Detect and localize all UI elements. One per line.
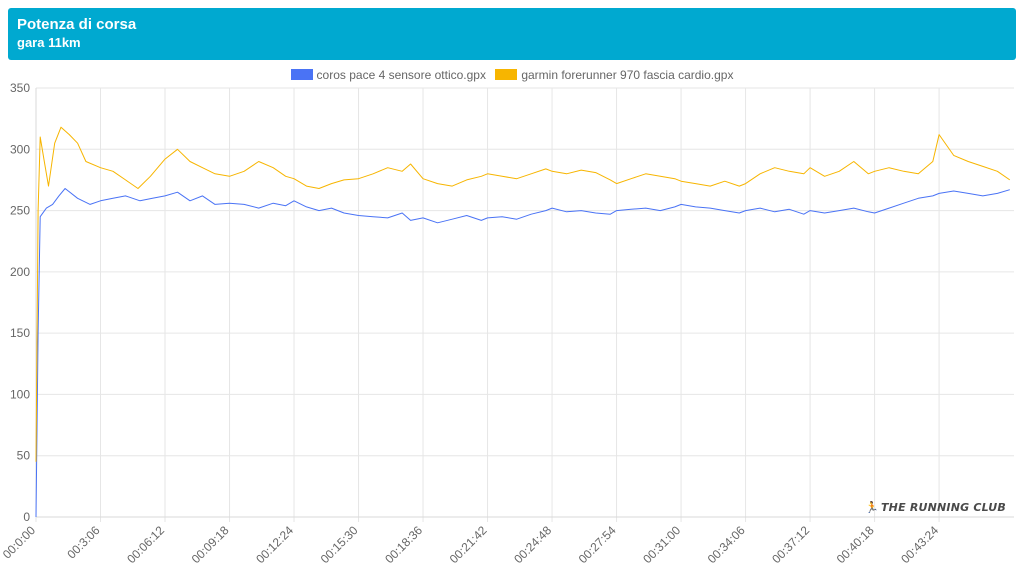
x-tick-label: 00:18:36 bbox=[382, 523, 425, 566]
runner-icon: 🏃 bbox=[865, 501, 879, 514]
x-tick-label: 00:31:00 bbox=[640, 523, 683, 566]
watermark: 🏃 THE RUNNING CLUB bbox=[865, 501, 1006, 514]
legend-swatch-garmin bbox=[495, 68, 518, 80]
y-tick-label: 0 bbox=[23, 510, 30, 524]
legend-label-garmin: garmin forerunner 970 fascia cardio.gpx bbox=[521, 67, 734, 82]
x-tick-label: 00:0:00 bbox=[0, 523, 38, 561]
x-tick-label: 00:06:12 bbox=[124, 523, 167, 566]
legend-label-coros: coros pace 4 sensore ottico.gpx bbox=[316, 67, 486, 82]
x-tick-label: 00:3:06 bbox=[64, 523, 102, 561]
legend-item-coros[interactable]: coros pace 4 sensore ottico.gpx bbox=[290, 67, 486, 83]
x-tick-label: 00:12:24 bbox=[253, 523, 296, 566]
legend-item-garmin[interactable]: garmin forerunner 970 fascia cardio.gpx bbox=[495, 67, 733, 83]
y-tick-label: 350 bbox=[10, 81, 30, 95]
y-tick-label: 250 bbox=[10, 204, 30, 218]
chart-title: Potenza di corsa bbox=[17, 16, 137, 33]
y-tick-label: 100 bbox=[10, 387, 30, 401]
x-tick-label: 00:37:12 bbox=[769, 523, 812, 566]
x-tick-label: 00:27:54 bbox=[576, 523, 619, 566]
y-tick-label: 50 bbox=[17, 449, 31, 463]
x-tick-label: 00:09:18 bbox=[189, 523, 232, 566]
chart-legend: coros pace 4 sensore ottico.gpx garmin f… bbox=[0, 66, 1024, 83]
chart-header: Potenza di corsa gara 11km bbox=[8, 8, 1016, 60]
x-tick-label: 00:40:18 bbox=[834, 523, 877, 566]
legend-swatch-coros bbox=[290, 68, 313, 80]
x-tick-label: 00:34:06 bbox=[705, 523, 748, 566]
x-tick-label: 00:15:30 bbox=[318, 523, 361, 566]
y-tick-label: 200 bbox=[10, 265, 30, 279]
watermark-text: THE RUNNING CLUB bbox=[880, 501, 1006, 514]
y-tick-label: 150 bbox=[10, 326, 30, 340]
series-line-coros bbox=[35, 188, 1010, 518]
x-tick-label: 00:24:48 bbox=[511, 523, 554, 566]
x-tick-label: 00:21:42 bbox=[447, 523, 490, 566]
x-tick-label: 00:43:24 bbox=[898, 523, 941, 566]
series-line-garmin bbox=[35, 126, 1011, 462]
y-tick-label: 300 bbox=[10, 142, 30, 156]
chart-subtitle: gara 11km bbox=[17, 35, 81, 50]
